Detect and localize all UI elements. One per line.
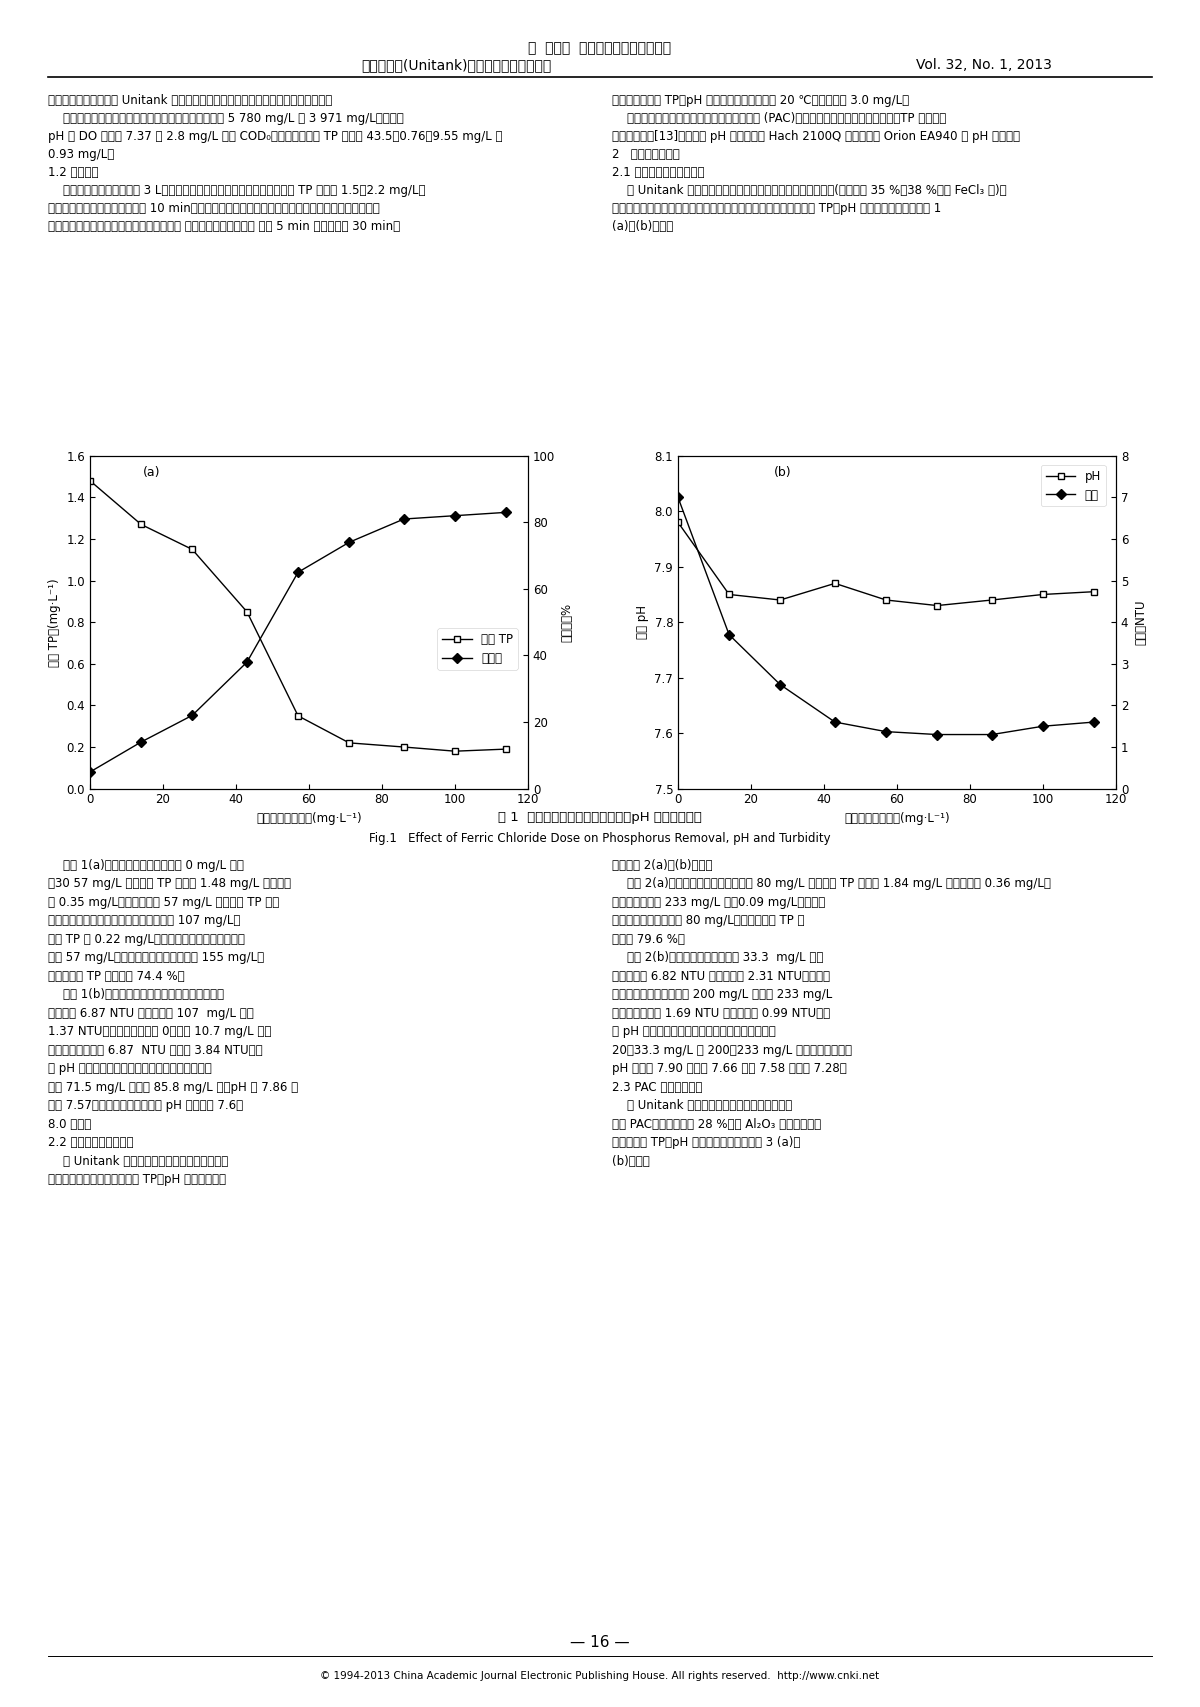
Text: 取上清液，测定 TP、pH 和浊度。反应温度控制 20 ℃，溶解氧为 3.0 mg/L。
    本研究选用的化学除磷药剂包括聚合氯化铝 (PAC)、三氯化铁、: 取上清液，测定 TP、pH 和浊度。反应温度控制 20 ℃，溶解氧为 3.0 m… (612, 94, 1020, 232)
Text: 图 1  三氯化铁投药量对除磷效果、pH 及浊度的影响: 图 1 三氯化铁投药量对除磷效果、pH 及浊度的影响 (498, 811, 702, 824)
Text: — 16 —: — 16 — (570, 1635, 630, 1649)
Y-axis label: 浊度／NTU: 浊度／NTU (1134, 599, 1147, 645)
Text: © 1994-2013 China Academic Journal Electronic Publishing House. All rights reser: © 1994-2013 China Academic Journal Elect… (320, 1671, 880, 1681)
Legend: pH, 浊度: pH, 浊度 (1042, 464, 1105, 507)
Text: 童  飞，周  振，陈思维，等．一体化: 童 飞，周 振，陈思维，等．一体化 (528, 41, 672, 55)
Y-axis label: 去除率／%: 去除率／% (560, 603, 574, 642)
Text: (a): (a) (143, 466, 160, 478)
X-axis label: 三氯化铁投药量／(mg·L⁻¹): 三氯化铁投药量／(mg·L⁻¹) (844, 813, 950, 824)
Legend: 出水 TP, 去除率: 出水 TP, 去除率 (437, 628, 517, 669)
Text: 取自石洞口污水处理厂 Unitank 工艺中间池，以考察不同化学除磷药剂的除磷效果。
    该混合液悬浮固体浓度和挥发性悬浮固体浓度分别为 5 780 mg/: 取自石洞口污水处理厂 Unitank 工艺中间池，以考察不同化学除磷药剂的除磷效… (48, 94, 503, 232)
Text: 分别如图 2(a)和(b)所示。
    由图 2(a)可知，当硫酸铝投药量增至 80 mg/L 时，出水 TP 浓度由 1.84 mg/L 快速下降至 0.3: 分别如图 2(a)和(b)所示。 由图 2(a)可知，当硫酸铝投药量增至 80 … (612, 859, 1051, 1168)
Y-axis label: 出水 TP／(mg·L⁻¹): 出水 TP／(mg·L⁻¹) (48, 579, 61, 666)
Y-axis label: 出水 pH: 出水 pH (636, 606, 649, 638)
Text: 活性污泥法(Unitank)工艺同步加药除磷试验: 活性污泥法(Unitank)工艺同步加药除磷试验 (361, 58, 551, 72)
Text: 由图 1(a)可知，三氯化铁投药量从 0 mg/L 升高
到30 57 mg/L 时，出水 TP 浓度由 1.48 mg/L 迅速下降
至 0.35 mg/L，: 由图 1(a)可知，三氯化铁投药量从 0 mg/L 升高 到30 57 mg/L… (48, 859, 298, 1186)
Text: Vol. 32, No. 1, 2013: Vol. 32, No. 1, 2013 (916, 58, 1052, 72)
X-axis label: 三氯化铁投药量／(mg·L⁻¹): 三氯化铁投药量／(mg·L⁻¹) (256, 813, 362, 824)
Text: Fig.1   Effect of Ferric Chloride Dose on Phosphorus Removal, pH and Turbidity: Fig.1 Effect of Ferric Chloride Dose on … (370, 831, 830, 845)
Text: (b): (b) (774, 466, 792, 478)
